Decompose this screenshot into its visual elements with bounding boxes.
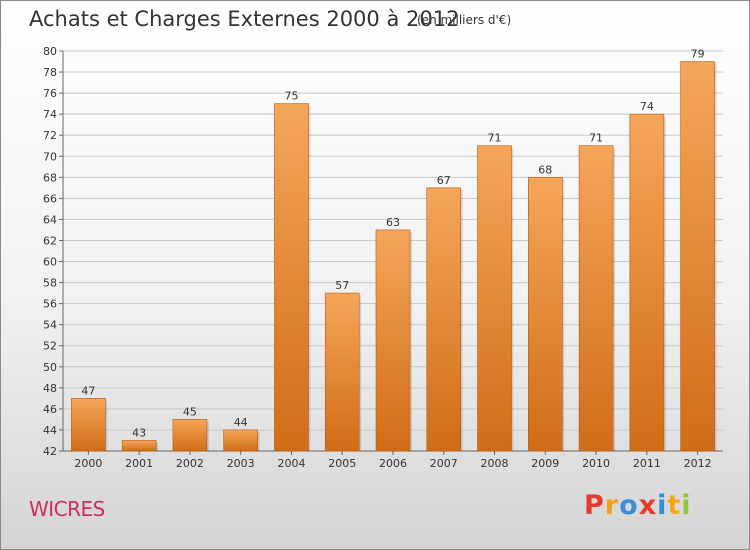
x-tick-label: 2005 bbox=[328, 457, 356, 470]
y-tick-label: 46 bbox=[43, 403, 57, 416]
logo-letter: i bbox=[657, 490, 668, 521]
bar-value-label: 57 bbox=[335, 279, 349, 292]
y-tick-label: 56 bbox=[43, 298, 57, 311]
bar-value-label: 43 bbox=[132, 426, 146, 439]
bar-2010 bbox=[578, 145, 614, 452]
bar-2002 bbox=[172, 419, 208, 452]
logo-letter: t bbox=[667, 490, 682, 521]
y-tick-label: 42 bbox=[43, 445, 57, 458]
x-tick-label: 2010 bbox=[582, 457, 610, 470]
bar-value-labels: 47 43 45 44 75 57 63 67 71 68 71 74 79 bbox=[81, 48, 704, 440]
x-tick-label: 2002 bbox=[176, 457, 204, 470]
y-tick-label: 70 bbox=[43, 150, 57, 163]
y-tick-label: 64 bbox=[43, 213, 57, 226]
bar-2003 bbox=[223, 429, 258, 452]
bar-2011 bbox=[629, 113, 665, 452]
bar-value-label: 71 bbox=[589, 132, 603, 145]
bar-value-label: 75 bbox=[284, 90, 298, 103]
bar-2007 bbox=[426, 187, 462, 452]
y-tick-label: 48 bbox=[43, 382, 57, 395]
bar-value-label: 68 bbox=[538, 163, 552, 176]
bar-value-label: 44 bbox=[234, 416, 248, 429]
y-tick-label: 52 bbox=[43, 340, 57, 353]
logo-letter: i bbox=[681, 490, 692, 521]
y-tick-label: 60 bbox=[43, 256, 57, 269]
bar-value-label: 79 bbox=[691, 48, 705, 61]
bars bbox=[71, 61, 717, 452]
x-tick-label: 2003 bbox=[227, 457, 255, 470]
x-tick-label: 2007 bbox=[430, 457, 458, 470]
y-tick-label: 62 bbox=[43, 234, 57, 247]
logo-letter: P bbox=[584, 490, 605, 521]
bar-2000 bbox=[71, 398, 106, 452]
y-tick-label: 72 bbox=[43, 129, 57, 142]
bar-value-label: 67 bbox=[437, 174, 451, 187]
logo-letter: x bbox=[638, 490, 658, 521]
y-tick-label: 68 bbox=[43, 171, 57, 184]
x-tick-label: 2009 bbox=[531, 457, 559, 470]
logo-letter: r bbox=[604, 490, 620, 521]
bar-2006 bbox=[375, 229, 411, 452]
x-tick-label: 2008 bbox=[481, 457, 509, 470]
bar-2008 bbox=[477, 145, 512, 452]
bar-2001 bbox=[121, 440, 157, 452]
x-tick-label: 2012 bbox=[684, 457, 712, 470]
y-tick-label: 58 bbox=[43, 277, 57, 290]
x-tick-label: 2004 bbox=[277, 457, 305, 470]
x-tick-label: 2011 bbox=[633, 457, 661, 470]
commune-label: WICRES bbox=[29, 497, 105, 521]
x-tick-label: 2000 bbox=[74, 457, 102, 470]
y-tick-label: 50 bbox=[43, 361, 57, 374]
y-axis-ticks: 42 44 46 48 50 52 54 56 58 60 62 64 66 68 70 72 74 76 78 80 bbox=[43, 45, 63, 458]
bar-value-label: 47 bbox=[81, 384, 95, 397]
bar-2005 bbox=[324, 292, 360, 452]
bar-value-label: 45 bbox=[183, 405, 197, 418]
x-tick-label: 2001 bbox=[125, 457, 153, 470]
y-tick-label: 54 bbox=[43, 319, 57, 332]
logo-letter: o bbox=[619, 490, 639, 521]
x-tick-label: 2006 bbox=[379, 457, 407, 470]
y-tick-label: 74 bbox=[43, 108, 57, 121]
y-tick-label: 80 bbox=[43, 45, 57, 58]
y-tick-label: 44 bbox=[43, 424, 57, 437]
y-tick-label: 76 bbox=[43, 87, 57, 100]
y-tick-label: 66 bbox=[43, 192, 57, 205]
bar-value-label: 63 bbox=[386, 216, 400, 229]
y-tick-label: 78 bbox=[43, 66, 57, 79]
bar-value-label: 74 bbox=[640, 100, 654, 113]
chart-title: Achats et Charges Externes 2000 à 2012 bbox=[29, 7, 460, 31]
bar-value-label: 71 bbox=[488, 132, 502, 145]
x-axis-ticks: 2000 2001 2002 2003 2004 2005 2006 2007 2008 2009… bbox=[74, 451, 712, 470]
proxiti-logo: Proxiti bbox=[584, 490, 692, 521]
bar-2009 bbox=[528, 177, 563, 452]
bar-2012 bbox=[680, 61, 715, 452]
chart-subtitle: (en milliers d'€) bbox=[417, 13, 512, 27]
bar-2004 bbox=[274, 103, 309, 452]
